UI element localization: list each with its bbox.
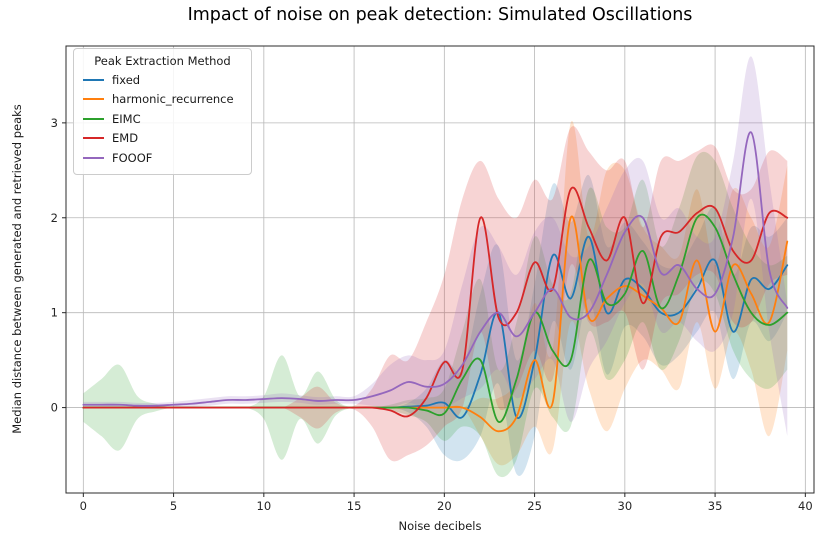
y-tick-label: 3 <box>51 116 58 130</box>
series-band-FOOOF <box>83 56 788 437</box>
legend-swatch-EMD <box>83 137 104 140</box>
x-axis-label: Noise decibels <box>398 519 482 533</box>
legend-label-harmonic_recurrence: harmonic_recurrence <box>112 92 234 107</box>
legend-label-EMD: EMD <box>112 131 139 146</box>
legend: Peak Extraction Method fixed harmonic_rec… <box>73 48 252 175</box>
y-tick-label: 2 <box>51 211 58 225</box>
y-tick-label: 0 <box>51 401 58 415</box>
x-tick-label: 35 <box>708 499 723 513</box>
legend-swatch-harmonic_recurrence <box>83 98 104 101</box>
x-tick-label: 5 <box>170 499 177 513</box>
series-band-EIMC <box>83 151 788 478</box>
series-band-harmonic_recurrence <box>83 120 788 466</box>
legend-swatch-FOOOF <box>83 156 104 159</box>
legend-swatch-fixed <box>83 78 104 81</box>
legend-label-FOOOF: FOOOF <box>112 150 153 165</box>
chart-title: Impact of noise on peak detection: Simul… <box>187 5 693 25</box>
y-tick-label: 1 <box>51 306 58 320</box>
legend-label-fixed: fixed <box>112 72 141 87</box>
grid <box>66 46 814 493</box>
plot-area <box>82 56 789 478</box>
x-tick-label: 10 <box>257 499 272 513</box>
y-axis-label: Median distance between generated and re… <box>10 104 24 434</box>
series-line-FOOOF <box>82 131 789 407</box>
legend-item-fixed: fixed <box>83 70 242 90</box>
x-tick-label: 25 <box>527 499 542 513</box>
x-tick-label: 0 <box>80 499 87 513</box>
x-tick-label: 15 <box>347 499 362 513</box>
axis-ticks: 0 5 10 15 20 25 30 35 40 0 1 2 3 <box>51 116 813 513</box>
x-tick-label: 40 <box>798 499 813 513</box>
legend-label-EIMC: EIMC <box>112 111 141 126</box>
plot-border <box>65 45 815 494</box>
legend-item-harmonic_recurrence: harmonic_recurrence <box>83 90 242 110</box>
legend-swatch-EIMC <box>83 117 104 120</box>
legend-item-FOOOF: FOOOF <box>83 148 242 168</box>
series-band-EMD <box>83 126 788 462</box>
legend-item-EIMC: EIMC <box>83 109 242 129</box>
series-line-EMD <box>82 186 789 418</box>
x-tick-label: 20 <box>437 499 452 513</box>
legend-item-EMD: EMD <box>83 129 242 149</box>
legend-title: Peak Extraction Method <box>94 54 231 68</box>
x-tick-label: 30 <box>618 499 633 513</box>
legend-items: fixed harmonic_recurrence EIMC EMD FOOOF <box>83 70 242 168</box>
